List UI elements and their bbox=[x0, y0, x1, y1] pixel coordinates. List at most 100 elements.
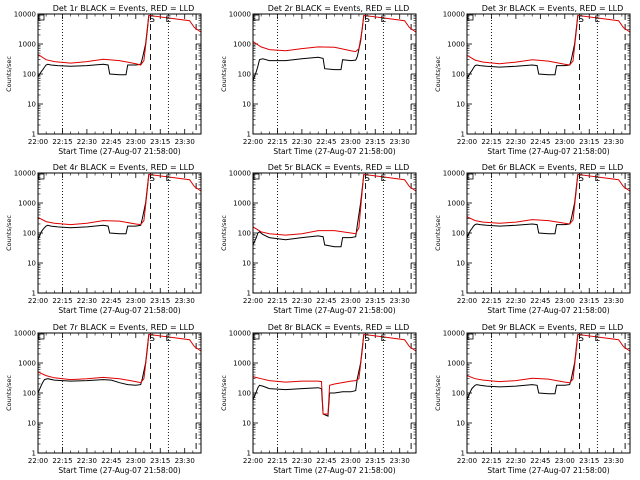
x-tick-label: 23:30 bbox=[175, 138, 195, 146]
y-axis-label: Counts/sec bbox=[220, 215, 228, 251]
events-series-line bbox=[38, 174, 150, 240]
x-tick-label: 23:30 bbox=[175, 297, 195, 305]
end-marker: E bbox=[166, 334, 172, 344]
y-tick-label: 10 bbox=[242, 420, 251, 428]
panel-title: Det 4r BLACK = Events, RED = LLD bbox=[53, 163, 195, 172]
y-tick-label: 10000 bbox=[443, 170, 465, 178]
x-tick-label: 23:15 bbox=[150, 138, 170, 146]
y-tick-label: 100 bbox=[452, 71, 465, 79]
start-marker: S bbox=[364, 174, 370, 184]
y-tick-label: 1000 bbox=[233, 360, 251, 368]
plot-frame bbox=[252, 172, 417, 294]
x-tick-label: 22:45 bbox=[316, 457, 336, 465]
y-axis-label: Counts/sec bbox=[434, 215, 442, 251]
y-tick-label: 1000 bbox=[233, 200, 251, 208]
panel-title: Det 8r BLACK = Events, RED = LLD bbox=[268, 323, 410, 332]
start-marker: S bbox=[149, 174, 155, 184]
x-tick-label: 22:45 bbox=[316, 138, 336, 146]
corner-box bbox=[467, 14, 474, 21]
end-marker: E bbox=[381, 334, 387, 344]
x-tick-label: 23:00 bbox=[126, 297, 146, 305]
panel-4: Det 4r BLACK = Events, RED = LLD Counts/s… bbox=[5, 163, 202, 315]
panel-title: Det 2r BLACK = Events, RED = LLD bbox=[268, 4, 410, 13]
y-tick-label: 1000 bbox=[18, 200, 36, 208]
panel-8: Det 8r BLACK = Events, RED = LLD Counts/s… bbox=[220, 323, 417, 475]
x-tick-label: 22:15 bbox=[52, 297, 72, 305]
x-axis-label: Start Time (27-Aug-07 21:58:00) bbox=[273, 466, 395, 475]
x-tick-label: 23:15 bbox=[579, 138, 599, 146]
x-tick-label: 22:15 bbox=[481, 457, 501, 465]
start-marker: S bbox=[364, 334, 370, 344]
lld-series-line bbox=[253, 14, 416, 53]
end-marker: E bbox=[595, 15, 601, 25]
x-tick-label: 22:45 bbox=[530, 457, 550, 465]
x-axis-label: Start Time (27-Aug-07 21:58:00) bbox=[487, 306, 609, 315]
events-series-line bbox=[467, 174, 579, 238]
start-marker: S bbox=[149, 15, 155, 25]
x-tick-label: 22:45 bbox=[101, 297, 121, 305]
x-tick-label: 22:30 bbox=[292, 297, 312, 305]
events-series-line bbox=[253, 334, 365, 417]
x-tick-label: 22:45 bbox=[530, 138, 550, 146]
events-series-line bbox=[467, 15, 579, 79]
x-tick-label: 22:00 bbox=[457, 457, 477, 465]
x-tick-label: 22:30 bbox=[506, 138, 526, 146]
y-tick-label: 100 bbox=[452, 390, 465, 398]
y-tick-label: 100 bbox=[238, 230, 251, 238]
x-tick-label: 23:30 bbox=[175, 457, 195, 465]
y-axis-label: Counts/sec bbox=[220, 56, 228, 92]
end-marker: E bbox=[381, 15, 387, 25]
x-axis-label: Start Time (27-Aug-07 21:58:00) bbox=[58, 147, 180, 156]
x-tick-label: 22:15 bbox=[267, 457, 287, 465]
x-tick-label: 22:30 bbox=[292, 138, 312, 146]
y-tick-label: 10 bbox=[27, 420, 36, 428]
x-tick-label: 22:00 bbox=[243, 138, 263, 146]
end-marker: E bbox=[381, 174, 387, 184]
x-tick-label: 22:15 bbox=[52, 138, 72, 146]
x-tick-label: 22:00 bbox=[243, 297, 263, 305]
panel-title: Det 1r BLACK = Events, RED = LLD bbox=[53, 4, 195, 13]
panel-9: Det 9r BLACK = Events, RED = LLD Counts/s… bbox=[434, 323, 631, 475]
x-tick-label: 22:45 bbox=[316, 297, 336, 305]
start-marker: S bbox=[578, 15, 584, 25]
corner-box bbox=[467, 173, 474, 180]
panel-6: Det 6r BLACK = Events, RED = LLD Counts/s… bbox=[434, 163, 631, 315]
end-marker: E bbox=[166, 174, 172, 184]
y-tick-label: 1 bbox=[461, 290, 465, 298]
x-tick-label: 23:30 bbox=[390, 138, 410, 146]
y-axis-label: Counts/sec bbox=[5, 215, 13, 251]
y-axis-label: Counts/sec bbox=[434, 56, 442, 92]
x-tick-label: 22:15 bbox=[267, 297, 287, 305]
y-axis-label: Counts/sec bbox=[5, 375, 13, 411]
y-tick-label: 10 bbox=[27, 260, 36, 268]
x-tick-label: 22:30 bbox=[77, 297, 97, 305]
x-tick-label: 23:00 bbox=[126, 457, 146, 465]
panel-2: Det 2r BLACK = Events, RED = LLD Counts/s… bbox=[220, 4, 417, 156]
y-tick-label: 100 bbox=[23, 230, 36, 238]
x-tick-label: 23:00 bbox=[341, 457, 361, 465]
panel-title: Det 6r BLACK = Events, RED = LLD bbox=[482, 163, 624, 172]
plot-frame bbox=[37, 332, 202, 454]
x-tick-label: 23:30 bbox=[604, 457, 624, 465]
x-axis-label: Start Time (27-Aug-07 21:58:00) bbox=[58, 306, 180, 315]
panel-7: Det 7r BLACK = Events, RED = LLD Counts/s… bbox=[5, 323, 202, 475]
corner-box bbox=[253, 333, 260, 340]
y-tick-label: 1 bbox=[32, 450, 36, 458]
x-tick-label: 22:30 bbox=[77, 457, 97, 465]
start-marker: S bbox=[364, 15, 370, 25]
x-tick-label: 22:15 bbox=[481, 297, 501, 305]
start-marker: S bbox=[149, 334, 155, 344]
x-tick-label: 23:00 bbox=[555, 297, 575, 305]
corner-box bbox=[253, 173, 260, 180]
x-axis-label: Start Time (27-Aug-07 21:58:00) bbox=[58, 466, 180, 475]
lld-series-line bbox=[253, 333, 416, 415]
x-tick-label: 23:15 bbox=[150, 297, 170, 305]
y-tick-label: 10 bbox=[456, 420, 465, 428]
panel-title: Det 3r BLACK = Events, RED = LLD bbox=[482, 4, 624, 13]
y-tick-label: 10000 bbox=[14, 170, 36, 178]
y-axis-label: Counts/sec bbox=[220, 375, 228, 411]
x-tick-label: 22:00 bbox=[243, 457, 263, 465]
x-tick-label: 22:30 bbox=[506, 457, 526, 465]
y-tick-label: 1 bbox=[247, 450, 251, 458]
